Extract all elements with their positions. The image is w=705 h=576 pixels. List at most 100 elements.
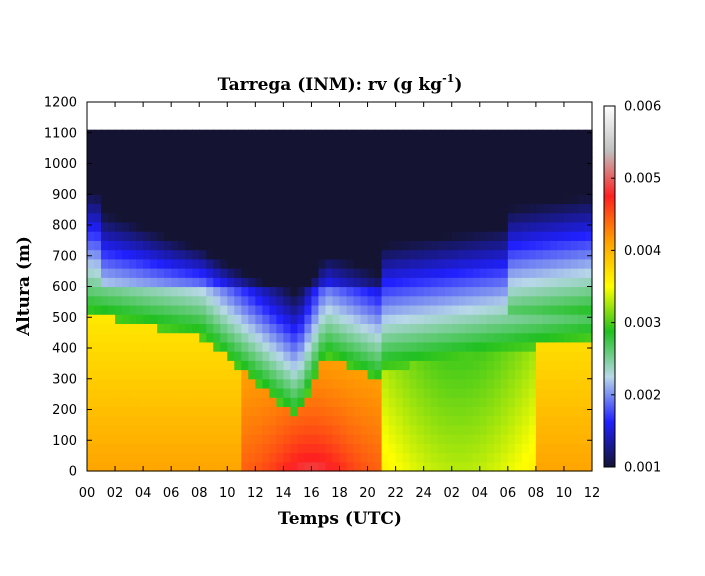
- heatmap-cell: [325, 434, 334, 444]
- heatmap-cell: [521, 369, 530, 380]
- heatmap-cell: [115, 240, 123, 251]
- heatmap-cell: [297, 277, 306, 288]
- heatmap-cell: [220, 185, 228, 195]
- heatmap-cell: [451, 387, 460, 398]
- heatmap-cell: [108, 378, 116, 389]
- heatmap-cell: [416, 166, 425, 177]
- heatmap-cell: [108, 397, 116, 408]
- heatmap-cell: [563, 249, 572, 260]
- heatmap-cell: [430, 434, 439, 444]
- heatmap-cell: [374, 406, 383, 417]
- heatmap-cell: [262, 406, 270, 417]
- heatmap-cell: [150, 387, 158, 398]
- heatmap-cell: [500, 194, 509, 205]
- heatmap-cell: [367, 258, 376, 269]
- heatmap-cell: [514, 415, 523, 426]
- heatmap-cell: [521, 212, 530, 223]
- heatmap-cell: [381, 166, 390, 177]
- heatmap-cell: [577, 203, 586, 214]
- heatmap-cell: [353, 443, 362, 454]
- heatmap-cell: [528, 351, 537, 361]
- x-tick-label: 16: [303, 486, 320, 501]
- heatmap-cell: [262, 424, 270, 435]
- heatmap-cell: [339, 295, 348, 306]
- heatmap-cell: [115, 249, 123, 260]
- heatmap-cell: [521, 434, 530, 444]
- heatmap-cell: [171, 351, 179, 361]
- heatmap-cell: [346, 341, 355, 352]
- heatmap-cell: [465, 148, 474, 158]
- heatmap-cell: [178, 129, 186, 140]
- heatmap-cell: [570, 231, 579, 241]
- heatmap-cell: [493, 323, 502, 334]
- heatmap-cell: [164, 157, 172, 168]
- heatmap-cell: [381, 351, 390, 361]
- heatmap-cell: [563, 240, 572, 251]
- heatmap-cell: [318, 194, 327, 205]
- heatmap-cell: [570, 129, 579, 140]
- heatmap-cell: [311, 369, 320, 380]
- heatmap-cell: [199, 397, 207, 408]
- heatmap-cell: [360, 369, 369, 380]
- heatmap-cell: [269, 221, 277, 232]
- heatmap-cell: [332, 240, 341, 251]
- heatmap-cell: [353, 286, 362, 297]
- heatmap-cell: [374, 443, 383, 454]
- heatmap-cell: [87, 378, 95, 389]
- heatmap-cell: [262, 231, 270, 241]
- heatmap-cell: [374, 332, 383, 343]
- heatmap-cell: [339, 129, 348, 140]
- heatmap-cell: [227, 185, 235, 195]
- heatmap-cell: [409, 443, 418, 454]
- heatmap-cell: [486, 378, 495, 389]
- heatmap-cell: [157, 397, 165, 408]
- heatmap-cell: [108, 443, 116, 454]
- heatmap-cell: [241, 323, 249, 334]
- heatmap-cell: [584, 360, 593, 371]
- heatmap-cell: [402, 387, 411, 398]
- heatmap-cell: [563, 387, 572, 398]
- heatmap-cell: [108, 341, 116, 352]
- heatmap-cell: [199, 157, 207, 168]
- heatmap-cell: [108, 295, 116, 306]
- heatmap-cell: [563, 434, 572, 444]
- heatmap-cell: [577, 194, 586, 205]
- heatmap-cell: [535, 323, 544, 334]
- heatmap-cell: [311, 397, 320, 408]
- heatmap-cell: [584, 452, 593, 463]
- heatmap-cell: [451, 185, 460, 195]
- heatmap-cell: [94, 314, 102, 324]
- heatmap-cell: [248, 157, 256, 168]
- heatmap-cell: [444, 203, 453, 214]
- heatmap-cell: [486, 258, 495, 269]
- heatmap-cell: [318, 415, 327, 426]
- heatmap-cell: [577, 138, 586, 149]
- heatmap-cell: [514, 221, 523, 232]
- y-tick-label: 900: [52, 188, 77, 203]
- heatmap-cell: [535, 461, 544, 472]
- heatmap-cell: [115, 360, 123, 371]
- heatmap-cell: [171, 424, 179, 435]
- heatmap-cell: [367, 332, 376, 343]
- heatmap-cell: [479, 434, 488, 444]
- heatmap-cell: [213, 286, 221, 297]
- heatmap-cell: [136, 295, 144, 306]
- heatmap-cell: [227, 194, 235, 205]
- heatmap-cell: [423, 314, 432, 324]
- heatmap-cell: [150, 406, 158, 417]
- heatmap-cell: [227, 286, 235, 297]
- heatmap-cell: [311, 295, 320, 306]
- heatmap-cell: [479, 258, 488, 269]
- heatmap-cell: [570, 194, 579, 205]
- heatmap-cell: [542, 341, 551, 352]
- heatmap-cell: [549, 351, 558, 361]
- heatmap-cell: [129, 129, 137, 140]
- heatmap-cell: [276, 452, 284, 463]
- heatmap-cell: [584, 148, 593, 158]
- heatmap-cell: [283, 351, 291, 361]
- x-tick-label: 22: [387, 486, 404, 501]
- heatmap-cell: [409, 295, 418, 306]
- heatmap-cell: [353, 138, 362, 149]
- heatmap-cell: [332, 249, 341, 260]
